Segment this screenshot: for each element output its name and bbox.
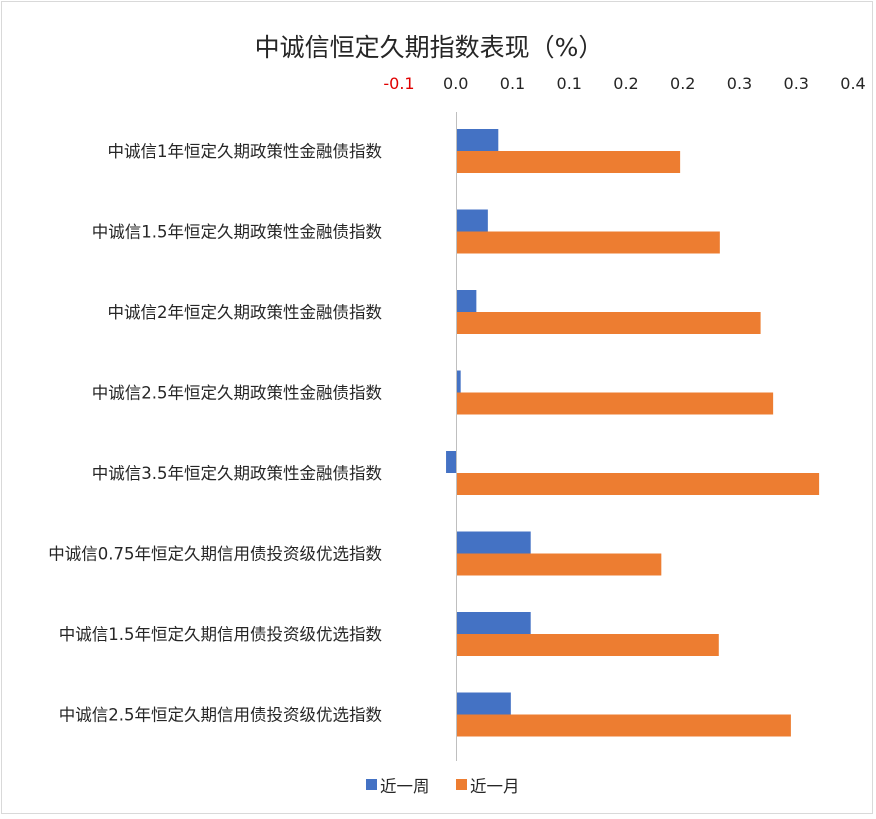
bar-month xyxy=(456,392,774,415)
bar-month xyxy=(456,312,761,334)
bar-week xyxy=(456,531,531,554)
category-label: 中诚信1年恒定久期政策性金融债指数 xyxy=(108,142,383,161)
category-label: 中诚信0.75年恒定久期信用债投资级优选指数 xyxy=(48,545,382,564)
bars xyxy=(446,129,820,737)
bar-week xyxy=(456,612,531,634)
x-tick-label: 0.2 xyxy=(670,74,695,93)
x-tick-label: 0.4 xyxy=(840,74,865,93)
bar-week xyxy=(446,451,457,473)
bar-month xyxy=(456,634,719,656)
bar-month xyxy=(456,473,820,495)
x-tick-label: 0.3 xyxy=(784,74,809,93)
legend: 近一周 近一月 xyxy=(366,777,520,796)
bar-week xyxy=(456,290,477,312)
category-label: 中诚信1.5年恒定久期信用债投资级优选指数 xyxy=(59,625,383,644)
category-label: 中诚信1.5年恒定久期政策性金融债指数 xyxy=(92,223,383,242)
x-axis-ticks: -0.1 0.0 0.1 0.1 0.2 0.2 0.3 0.3 0.4 xyxy=(383,74,865,93)
chart-title: 中诚信恒定久期指数表现（%） xyxy=(255,33,604,62)
legend-swatch xyxy=(366,779,377,790)
x-tick-label: 0.0 xyxy=(443,74,468,93)
bar-month xyxy=(456,151,681,173)
x-tick-label: 0.2 xyxy=(613,74,638,93)
bar-month xyxy=(456,553,662,576)
bar-month xyxy=(456,714,791,737)
bar-month xyxy=(456,231,720,254)
category-labels: 中诚信1年恒定久期政策性金融债指数中诚信1.5年恒定久期政策性金融债指数中诚信2… xyxy=(48,142,382,725)
bar-week xyxy=(456,692,511,715)
category-label: 中诚信2年恒定久期政策性金融债指数 xyxy=(108,303,383,322)
category-label: 中诚信3.5年恒定久期政策性金融债指数 xyxy=(92,464,383,483)
legend-swatch xyxy=(456,779,467,790)
category-label: 中诚信2.5年恒定久期政策性金融债指数 xyxy=(92,384,383,403)
bar-week xyxy=(456,129,499,151)
x-tick-label: -0.1 xyxy=(383,74,414,93)
bar-week xyxy=(456,370,461,393)
x-tick-label: 0.1 xyxy=(500,74,525,93)
x-tick-label: 0.1 xyxy=(557,74,582,93)
category-label: 中诚信2.5年恒定久期信用债投资级优选指数 xyxy=(59,706,383,725)
x-tick-label: 0.3 xyxy=(727,74,752,93)
legend-label: 近一周 xyxy=(380,777,430,796)
bar-week xyxy=(456,209,488,232)
legend-label: 近一月 xyxy=(470,777,520,796)
